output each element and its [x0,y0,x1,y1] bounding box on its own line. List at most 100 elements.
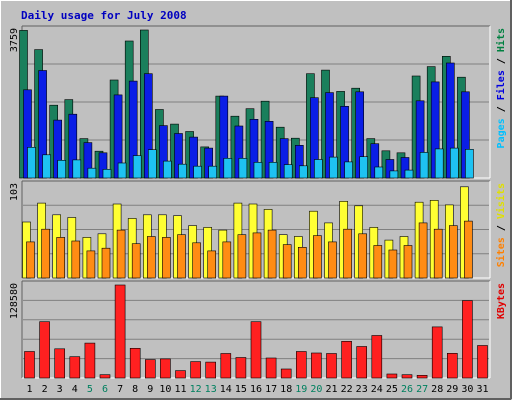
day-label-5: 5 [87,384,93,395]
bar-kbytes-day-22 [341,340,352,379]
bar-sites-day-21 [328,241,337,279]
day-label-15: 15 [235,384,247,395]
side-legend-visits: Sites / Visits [495,183,507,267]
day-label-21: 21 [325,384,337,395]
day-label-18: 18 [280,384,292,395]
bar-sites-day-16 [252,232,262,279]
bar-kbytes-day-3 [54,348,66,379]
bar-kbytes-day-25 [386,373,398,379]
bar-kbytes-day-17 [265,357,277,379]
legend-entry-0: Pages [496,118,507,148]
legend-entry-4: Hits [495,28,507,52]
bar-kbytes-day-26 [401,374,413,379]
bar-pages-day-1 [27,147,36,179]
bar-sites-day-19 [297,247,307,279]
bar-sites-day-26 [403,245,413,279]
legend-entry-0: Sites [495,237,507,267]
bar-sites-day-12 [192,242,201,279]
bar-pages-day-2 [42,154,51,179]
bar-kbytes-day-28 [431,326,443,379]
bar-sites-day-18 [282,244,292,279]
bar-pages-day-21 [329,156,338,179]
bar-pages-day-15 [238,158,248,179]
day-label-9: 9 [147,384,153,395]
bar-pages-day-29 [449,147,459,179]
bar-pages-day-17 [268,162,278,179]
day-label-20: 20 [310,384,322,395]
ymax-label-kbytes: 128580 [9,283,20,319]
bar-kbytes-day-16 [250,321,262,379]
panel-visits: 103 Sites / Visits [9,180,507,279]
bar-pages-day-10 [163,160,172,179]
chart-panels: 3759 Pages / Files / Hits 103 Sites / Visit… [9,25,507,379]
day-label-19: 19 [295,384,307,395]
side-legend-kbytes: KBytes [496,283,507,319]
bar-kbytes-day-11 [175,370,186,379]
bar-kbytes-day-30 [462,300,473,379]
bar-sites-day-9 [147,236,156,279]
bar-pages-day-14 [223,158,233,179]
bar-kbytes-day-29 [446,352,458,379]
bar-kbytes-day-24 [371,335,383,379]
day-label-14: 14 [220,384,232,395]
bar-pages-day-22 [344,161,353,179]
bar-kbytes-day-14 [220,353,232,379]
bar-pages-day-3 [57,160,67,179]
bar-sites-day-25 [388,249,398,279]
bar-sites-day-13 [207,250,216,279]
day-label-30: 30 [461,384,473,395]
bar-kbytes-day-20 [311,352,322,379]
day-label-29: 29 [446,384,458,395]
bar-sites-day-5 [86,250,96,279]
bar-pages-day-4 [72,159,82,179]
bar-sites-day-17 [267,229,277,279]
day-label-1: 1 [26,384,32,395]
bar-sites-day-22 [343,228,352,279]
bar-sites-day-14 [222,241,232,279]
bar-kbytes-day-15 [235,357,247,379]
day-label-25: 25 [386,384,398,395]
bar-pages-day-23 [359,156,369,179]
bar-sites-day-29 [448,225,458,279]
bar-pages-day-25 [389,170,399,179]
bar-kbytes-day-2 [39,321,50,379]
bar-kbytes-day-7 [114,284,126,379]
legend-entry-2: Files [495,70,507,100]
bar-sites-day-23 [358,233,368,279]
bar-pages-day-30 [465,149,474,179]
day-label-24: 24 [371,384,383,395]
bar-pages-day-26 [404,169,414,179]
bar-pages-day-5 [87,167,97,179]
bar-sites-day-3 [56,237,66,279]
bar-pages-day-18 [283,164,293,179]
legend-entry-2: Visits [495,183,507,219]
bar-pages-day-6 [102,169,112,179]
day-label-28: 28 [431,384,443,395]
bar-kbytes-day-6 [99,374,111,379]
bar-pages-day-19 [298,165,308,179]
bar-sites-day-30 [464,220,473,279]
legend-entry-1: / [496,100,507,118]
day-label-22: 22 [341,384,353,395]
bar-pages-day-7 [117,162,127,179]
bar-sites-day-24 [373,245,383,279]
legend-entry-3: / [496,52,507,70]
bar-kbytes-day-5 [84,342,96,379]
bar-pages-day-20 [314,159,323,179]
bar-sites-day-27 [418,222,428,279]
bar-kbytes-day-31 [477,345,488,379]
bar-sites-day-6 [101,247,111,279]
bar-kbytes-day-19 [295,351,307,379]
bar-kbytes-day-4 [69,356,81,379]
ymax-label-hits: 3759 [9,28,20,52]
day-label-11: 11 [174,384,186,395]
bar-sites-day-10 [162,237,171,279]
ymax-label-visits: 103 [9,183,20,201]
bar-pages-day-28 [434,148,444,179]
day-label-6: 6 [102,384,108,395]
day-label-8: 8 [132,384,138,395]
side-legend-hits: Pages / Files / Hits [495,28,507,148]
bar-sites-day-28 [433,228,443,279]
